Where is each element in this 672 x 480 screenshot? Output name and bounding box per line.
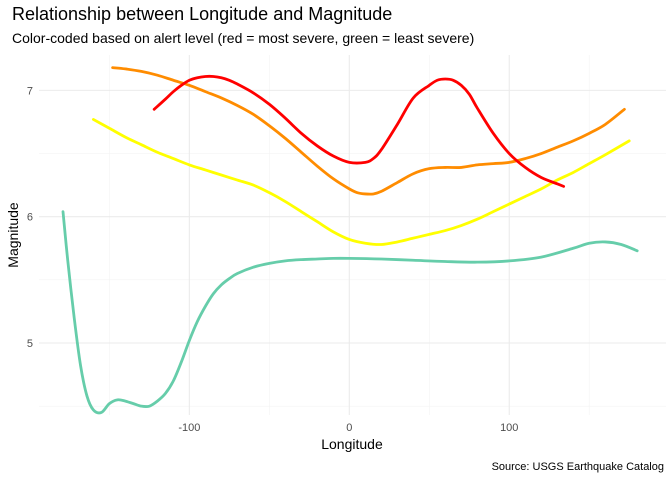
chart-subtitle: Color-coded based on alert level (red = … [12, 30, 474, 46]
series-line-orange [111, 66, 626, 196]
x-tick-label: 0 [346, 422, 352, 434]
source-caption: Source: USGS Earthquake Catalog [492, 461, 664, 473]
y-tick-label: 5 [27, 338, 33, 350]
tick-labels: -100 0 100 5 6 7 [27, 85, 519, 434]
series-line-red [152, 74, 566, 188]
chart-title: Relationship between Longitude and Magni… [12, 4, 392, 24]
series-lines [61, 66, 639, 415]
series-line-green [61, 210, 639, 415]
gridlines [39, 55, 666, 415]
x-tick-label: -100 [178, 422, 200, 434]
y-tick-label: 6 [27, 212, 33, 224]
y-axis-title: Magnitude [5, 202, 21, 268]
x-axis-title: Longitude [321, 436, 383, 452]
y-tick-label: 7 [27, 85, 33, 97]
series-line-yellow [91, 118, 631, 246]
x-tick-label: 100 [500, 422, 518, 434]
